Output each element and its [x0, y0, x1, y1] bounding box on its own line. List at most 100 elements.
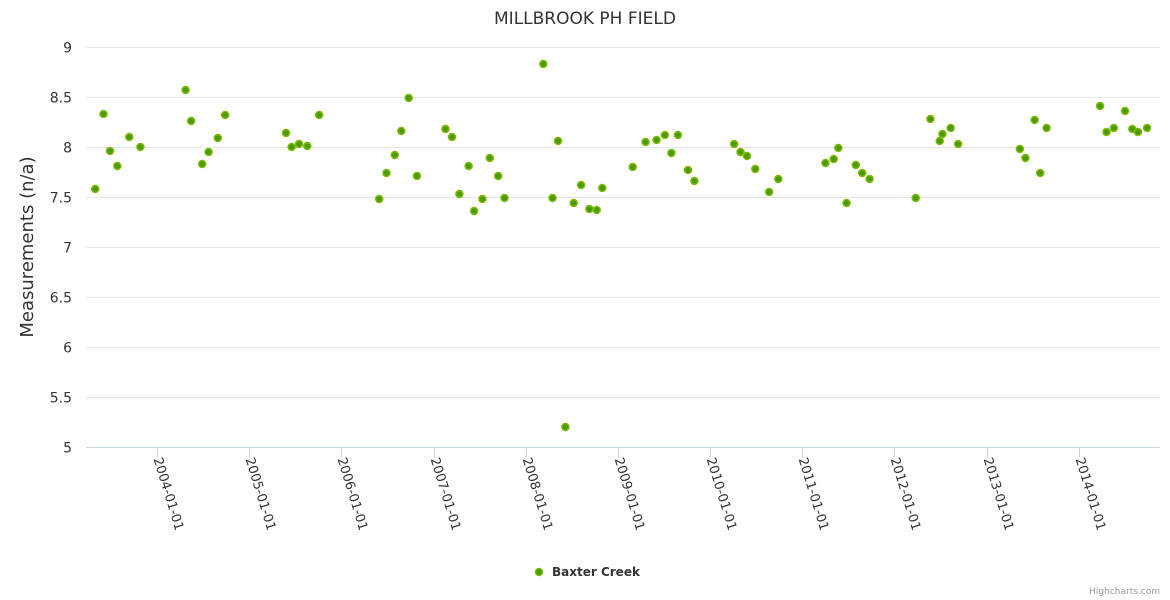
data-point[interactable] — [774, 174, 783, 184]
data-point[interactable] — [382, 168, 391, 178]
data-point[interactable] — [628, 162, 637, 172]
y-tick-label: 8 — [63, 141, 72, 157]
data-point[interactable] — [1030, 115, 1039, 125]
data-point[interactable] — [834, 143, 843, 153]
legend-marker-icon[interactable] — [534, 567, 544, 577]
y-tick-label: 5.5 — [50, 391, 72, 407]
data-point[interactable] — [197, 159, 207, 169]
data-point[interactable] — [736, 147, 745, 157]
data-point[interactable] — [478, 194, 487, 204]
data-point[interactable] — [204, 147, 213, 157]
data-point[interactable] — [455, 189, 464, 199]
data-point[interactable] — [374, 194, 384, 204]
data-point[interactable] — [553, 136, 563, 146]
data-point[interactable] — [865, 174, 874, 184]
data-point[interactable] — [287, 142, 296, 152]
data-point[interactable] — [281, 128, 291, 138]
data-point[interactable] — [1021, 153, 1030, 163]
data-point[interactable] — [390, 150, 400, 160]
data-point[interactable] — [729, 139, 739, 149]
data-point[interactable] — [441, 124, 450, 134]
data-point[interactable] — [926, 114, 935, 124]
data-point[interactable] — [294, 139, 304, 149]
series-baxter-creek[interactable] — [90, 59, 1152, 432]
data-point[interactable] — [576, 180, 586, 190]
chart-title: MILLBROOK PH FIELD — [494, 9, 676, 29]
y-tick-label: 7 — [63, 241, 72, 257]
data-point[interactable] — [569, 198, 578, 208]
data-point[interactable] — [690, 176, 699, 186]
grid-lines — [86, 47, 1160, 398]
data-point[interactable] — [1015, 144, 1025, 154]
data-point[interactable] — [1109, 123, 1119, 133]
data-point[interactable] — [660, 130, 670, 140]
data-point[interactable] — [1133, 127, 1143, 137]
data-point[interactable] — [447, 132, 457, 142]
data-point[interactable] — [764, 187, 774, 197]
x-tick-label: 2014-01-01 — [1072, 456, 1108, 533]
data-point[interactable] — [1035, 168, 1045, 178]
data-point[interactable] — [946, 123, 955, 133]
data-point[interactable] — [186, 116, 196, 126]
data-point[interactable] — [412, 171, 422, 181]
data-point[interactable] — [539, 59, 548, 69]
legend-item-baxter-creek[interactable]: Baxter Creek — [552, 565, 641, 579]
x-tick-label: 2013-01-01 — [980, 456, 1016, 533]
x-tick-label: 2007-01-01 — [427, 456, 463, 533]
data-point[interactable] — [857, 168, 867, 178]
data-point[interactable] — [113, 161, 122, 171]
data-point[interactable] — [667, 148, 676, 158]
data-point[interactable] — [105, 146, 115, 156]
credits-link[interactable]: Highcharts.com — [1089, 587, 1160, 597]
data-point[interactable] — [935, 136, 944, 146]
data-point[interactable] — [585, 204, 594, 214]
data-point[interactable] — [136, 142, 145, 152]
data-point[interactable] — [1120, 106, 1130, 116]
y-tick-label: 6.5 — [50, 291, 72, 307]
data-point[interactable] — [125, 132, 134, 142]
y-tick-label: 6 — [63, 341, 72, 357]
data-point[interactable] — [99, 109, 108, 119]
data-point[interactable] — [742, 151, 752, 161]
data-point[interactable] — [673, 130, 683, 140]
data-point[interactable] — [397, 126, 406, 136]
data-point[interactable] — [303, 141, 312, 151]
data-point[interactable] — [851, 160, 861, 170]
y-tick-label: 8.5 — [50, 91, 72, 107]
data-point[interactable] — [314, 110, 324, 120]
data-point[interactable] — [493, 171, 503, 181]
x-tick-label: 2011-01-01 — [795, 456, 831, 533]
data-point[interactable] — [1102, 127, 1111, 137]
data-point[interactable] — [1042, 123, 1051, 133]
data-point[interactable] — [751, 164, 760, 174]
data-point[interactable] — [842, 198, 851, 208]
data-point[interactable] — [821, 158, 830, 168]
data-point[interactable] — [1095, 101, 1105, 111]
legend[interactable]: Baxter Creek — [534, 565, 641, 579]
data-point[interactable] — [953, 139, 963, 149]
data-point[interactable] — [220, 110, 230, 120]
data-point[interactable] — [485, 153, 495, 163]
data-point[interactable] — [683, 165, 693, 175]
data-point[interactable] — [561, 422, 570, 432]
data-point[interactable] — [464, 161, 473, 171]
data-point[interactable] — [469, 206, 479, 216]
y-tick-label: 9 — [63, 41, 72, 57]
data-point[interactable] — [652, 135, 661, 145]
data-point[interactable] — [829, 154, 838, 164]
data-point[interactable] — [1142, 123, 1152, 133]
data-point[interactable] — [641, 137, 650, 147]
data-point[interactable] — [938, 129, 947, 139]
data-point[interactable] — [592, 205, 601, 215]
data-point[interactable] — [213, 133, 223, 143]
data-point[interactable] — [598, 183, 607, 193]
x-tick-label: 2005-01-01 — [242, 456, 278, 533]
x-tick-label: 2010-01-01 — [703, 456, 739, 533]
data-point[interactable] — [500, 193, 509, 203]
x-tick-label: 2008-01-01 — [519, 456, 555, 533]
data-point[interactable] — [548, 193, 557, 203]
data-point[interactable] — [911, 193, 920, 203]
data-point[interactable] — [404, 93, 413, 103]
data-point[interactable] — [90, 184, 100, 194]
data-point[interactable] — [181, 85, 190, 95]
